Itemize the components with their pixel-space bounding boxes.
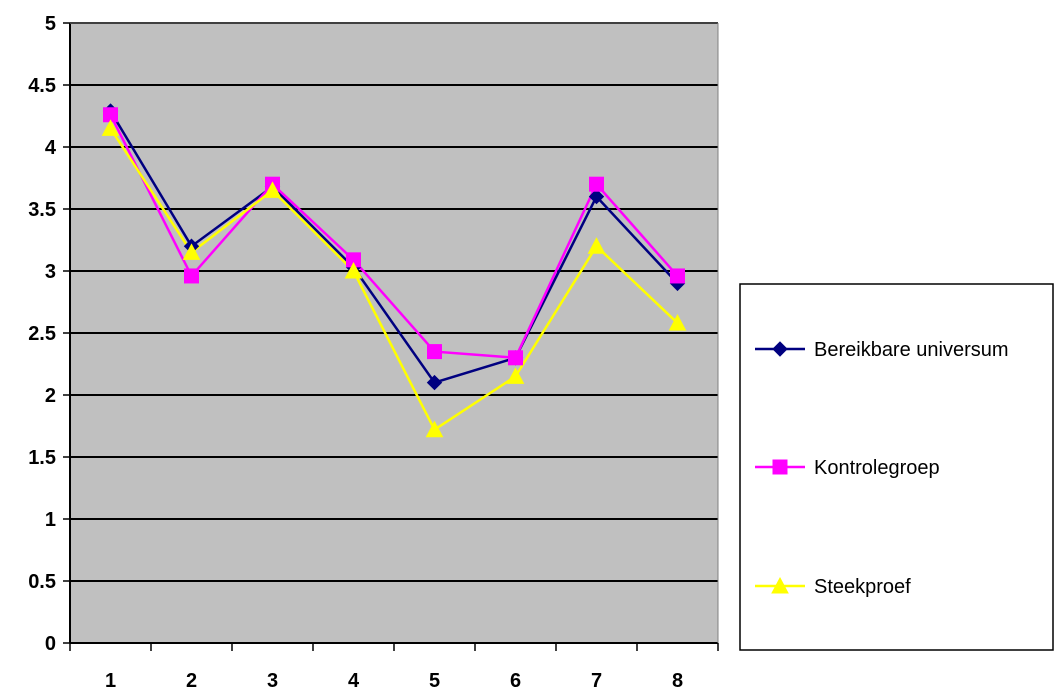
data-point-kontrolegroep <box>427 344 442 360</box>
y-tick-label: 1 <box>45 509 56 531</box>
series-lines <box>109 110 679 432</box>
legend-label: Bereikbare universum <box>814 339 1009 361</box>
x-tick-label: 8 <box>672 670 683 692</box>
data-point-bereikbare-universum <box>588 188 605 205</box>
y-tick-label: 3 <box>45 261 56 283</box>
x-tick-label: 2 <box>186 670 197 692</box>
x-tick-label: 7 <box>591 670 602 692</box>
y-tick-label: 0.5 <box>28 571 56 593</box>
data-point-steekproef <box>182 243 201 260</box>
data-point-steekproef <box>344 261 363 279</box>
legend-item-bereikbare-universum: Bereikbare universum <box>755 339 1009 361</box>
data-point-kontrolegroep <box>184 268 199 284</box>
legend-label: Steekproef <box>814 576 911 598</box>
y-tick-label: 4 <box>45 137 57 159</box>
y-tick-label: 2.5 <box>28 323 56 345</box>
y-tick-label: 5 <box>45 13 56 35</box>
data-point-kontrolegroep <box>589 176 604 192</box>
data-point-kontrolegroep <box>508 350 523 366</box>
y-tick-label: 1.5 <box>28 447 56 469</box>
series-markers <box>101 103 687 438</box>
x-tick-label: 3 <box>267 670 278 692</box>
data-point-steekproef <box>587 237 606 254</box>
legend-item-steekproef: Steekproef <box>755 576 911 598</box>
data-point-steekproef <box>263 181 282 198</box>
x-tick-label: 5 <box>429 670 440 692</box>
legend-label: Kontrolegroep <box>814 457 940 479</box>
x-tick-label: 6 <box>510 670 521 692</box>
data-point-steekproef <box>101 119 120 136</box>
data-point-kontrolegroep <box>670 268 685 284</box>
data-point-steekproef <box>506 367 525 384</box>
x-tick-label: 1 <box>105 670 116 692</box>
data-point-steekproef <box>668 314 687 331</box>
data-point-bereikbare-universum <box>426 374 443 391</box>
y-tick-label: 3.5 <box>28 199 56 221</box>
x-tick-label: 4 <box>348 670 360 692</box>
series-line-kontrolegroep <box>109 114 679 360</box>
y-tick-label: 4.5 <box>28 75 56 97</box>
axes: 0 0.5 1 1.5 2 2.5 3 3.5 4 4.5 5 1 2 3 4 5 6 7 8 <box>28 13 719 692</box>
y-tick-label: 2 <box>45 385 56 407</box>
series-line-steekproef <box>109 127 679 432</box>
legend: Bereikbare universum Kontrolegroep Steekpr… <box>739 283 1054 651</box>
series-line-bereikbare-universum <box>109 110 679 385</box>
legend-item-kontrolegroep: Kontrolegroep <box>755 457 940 479</box>
legend-marker <box>771 576 789 594</box>
legend-marker <box>772 341 788 357</box>
data-point-steekproef <box>425 420 444 438</box>
y-tick-label: 0 <box>45 633 56 655</box>
legend-marker <box>772 459 788 475</box>
